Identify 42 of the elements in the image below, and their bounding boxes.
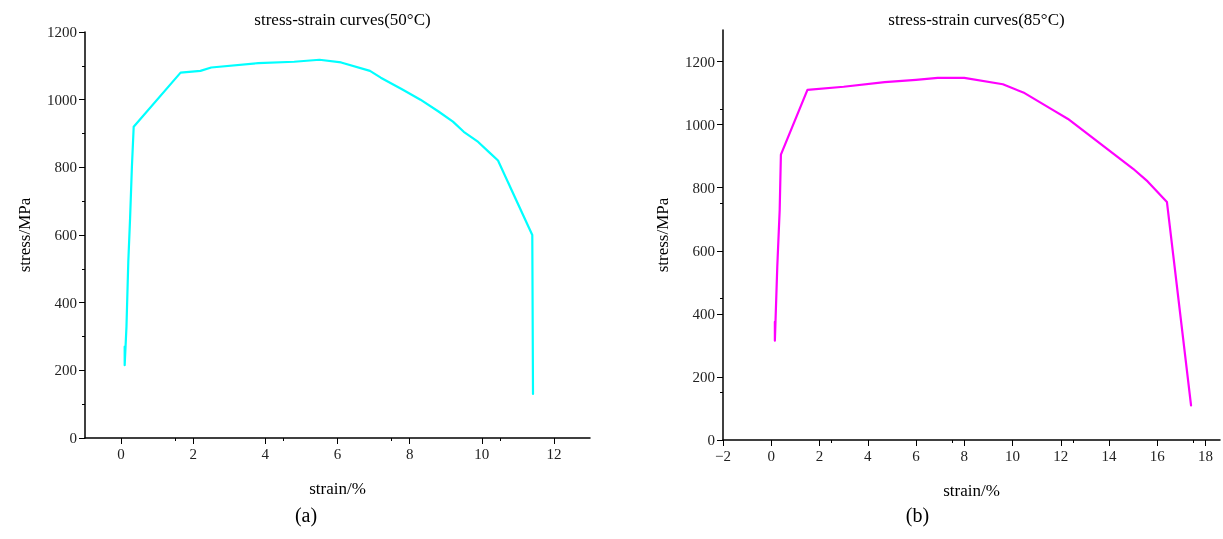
x-axis-title: strain/% — [943, 481, 1000, 500]
y-tick-label: 1200 — [47, 24, 77, 40]
x-tick-label: 16 — [1149, 447, 1166, 464]
x-tick-label: 12 — [546, 445, 562, 462]
y-tick-label: 600 — [692, 242, 715, 259]
x-tick-label: 10 — [1005, 447, 1021, 464]
x-tick-label: 4 — [261, 445, 270, 462]
line-series — [773, 76, 1193, 407]
y-axis-title: stress/MPa — [15, 197, 34, 273]
chart-title: stress-strain curves(50°C) — [254, 10, 431, 29]
x-tick-label: −2 — [715, 447, 731, 464]
y-tick-label: 0 — [707, 432, 715, 448]
y-tick-label: 1200 — [685, 53, 715, 70]
y-tick-label: 0 — [69, 430, 77, 446]
x-tick-label: 12 — [1053, 447, 1069, 464]
x-tick-label: 8 — [960, 447, 969, 464]
y-tick-label: 1000 — [685, 116, 715, 133]
text: (a) — [294, 504, 318, 527]
y-tick-label: 200 — [692, 368, 715, 385]
x-tick-label: 0 — [117, 445, 125, 462]
x-tick-label: 10 — [474, 445, 490, 462]
x-tick-label: 2 — [815, 447, 824, 464]
x-tick-label: 6 — [333, 445, 342, 462]
y-tick-label: 400 — [692, 305, 715, 322]
chart-title: stress-strain curves(85°C) — [888, 10, 1065, 29]
x-tick-label: 8 — [405, 445, 414, 462]
y-tick-label: 800 — [692, 179, 715, 196]
y-tick-label: 200 — [54, 362, 77, 379]
y-tick-label: 400 — [54, 294, 77, 311]
y-axis-title: stress/MPa — [653, 197, 672, 273]
x-tick-label: 14 — [1101, 447, 1118, 464]
x-tick-label: 18 — [1198, 447, 1214, 464]
y-tick-label: 800 — [54, 159, 77, 176]
x-tick-label: 2 — [189, 445, 197, 462]
y-tick-label: 600 — [54, 227, 77, 243]
y-tick-label: 1000 — [47, 91, 77, 108]
text: (b) — [905, 504, 930, 527]
x-axis-title: strain/% — [309, 479, 366, 498]
x-tick-label: 4 — [864, 447, 873, 464]
x-tick-label: 0 — [767, 447, 775, 464]
line-series — [123, 58, 535, 396]
x-tick-label: 6 — [912, 447, 921, 464]
